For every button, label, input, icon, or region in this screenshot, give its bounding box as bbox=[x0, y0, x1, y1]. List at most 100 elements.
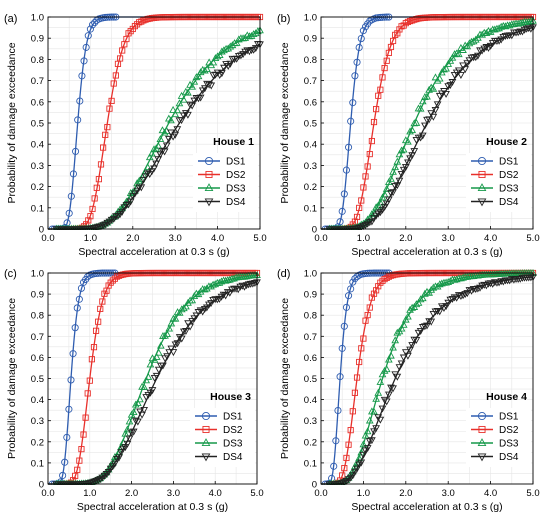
legend-marker-ds1 bbox=[201, 411, 211, 421]
data-point-ds3 bbox=[399, 320, 408, 328]
data-point-ds4 bbox=[399, 354, 408, 362]
data-point-ds4 bbox=[408, 342, 417, 350]
legend-marker-ds2 bbox=[478, 425, 486, 434]
data-point-ds3 bbox=[412, 118, 421, 126]
data-point-ds4 bbox=[380, 203, 389, 211]
data-point-ds1 bbox=[65, 405, 73, 413]
data-point-ds4 bbox=[152, 372, 161, 380]
data-point-ds4 bbox=[431, 106, 440, 114]
data-point-ds1 bbox=[342, 166, 350, 174]
y-tick-label: 0.8 bbox=[304, 311, 317, 322]
data-point-ds4 bbox=[225, 289, 234, 297]
legend-label-ds4: DS4 bbox=[226, 197, 246, 208]
data-point-ds1 bbox=[355, 43, 363, 52]
data-point-ds4 bbox=[421, 122, 429, 130]
data-point-ds4 bbox=[423, 116, 431, 124]
data-point-ds4 bbox=[165, 349, 174, 357]
data-point-ds4 bbox=[111, 213, 120, 221]
data-point-ds2 bbox=[375, 92, 382, 99]
data-point-ds2 bbox=[82, 414, 89, 421]
data-point-ds3 bbox=[393, 328, 402, 336]
data-point-ds3 bbox=[384, 178, 393, 186]
data-point-ds4 bbox=[395, 177, 404, 185]
data-point-ds3 bbox=[128, 188, 137, 196]
data-point-ds4 bbox=[380, 396, 389, 404]
data-point-ds4 bbox=[442, 90, 450, 98]
house-title: House 4 bbox=[486, 391, 527, 403]
data-point-ds4 bbox=[389, 385, 397, 393]
data-point-ds4 bbox=[160, 148, 169, 156]
data-point-ds3 bbox=[192, 73, 201, 81]
data-point-ds4 bbox=[412, 336, 421, 344]
data-point-ds3 bbox=[382, 184, 391, 192]
data-point-ds4 bbox=[171, 131, 180, 139]
data-point-ds4 bbox=[427, 110, 436, 118]
legend-label-ds4: DS4 bbox=[499, 452, 519, 463]
legend-label-ds3: DS3 bbox=[226, 184, 246, 195]
x-tick-label: 2.0 bbox=[399, 233, 412, 244]
data-point-ds4 bbox=[223, 289, 232, 297]
data-point-ds3 bbox=[177, 91, 186, 99]
data-point-ds4 bbox=[522, 25, 531, 33]
data-point-ds2 bbox=[110, 80, 117, 87]
data-point-ds1 bbox=[351, 275, 359, 283]
data-point-ds1 bbox=[69, 350, 77, 358]
data-point-ds3 bbox=[115, 447, 123, 455]
data-point-ds1 bbox=[347, 117, 355, 125]
data-point-ds2 bbox=[398, 23, 405, 30]
data-point-ds3 bbox=[387, 351, 395, 359]
data-point-ds4 bbox=[348, 472, 357, 480]
data-point-ds3 bbox=[179, 95, 188, 103]
data-point-ds1 bbox=[349, 278, 357, 286]
data-point-ds4 bbox=[363, 445, 372, 453]
data-point-ds1 bbox=[86, 25, 94, 33]
data-point-ds4 bbox=[169, 349, 178, 357]
data-point-ds2 bbox=[389, 37, 397, 45]
x-tick-label: 4.0 bbox=[484, 233, 497, 244]
house-title: House 3 bbox=[210, 391, 251, 403]
data-point-ds4 bbox=[213, 296, 222, 304]
data-point-ds4 bbox=[454, 292, 463, 300]
data-point-ds4 bbox=[129, 428, 138, 436]
data-point-ds4 bbox=[226, 60, 235, 68]
data-point-ds3 bbox=[471, 35, 480, 43]
data-point-ds2 bbox=[396, 26, 403, 33]
data-point-ds4 bbox=[104, 469, 113, 477]
data-point-ds1 bbox=[75, 295, 83, 303]
data-point-ds3 bbox=[145, 153, 154, 161]
data-point-ds4 bbox=[190, 315, 199, 323]
y-tick-label: 0.4 bbox=[304, 395, 317, 406]
y-axis-label: Probability of damage exceedance bbox=[279, 298, 291, 459]
data-point-ds3 bbox=[408, 303, 417, 311]
x-tick-label: 5.0 bbox=[526, 488, 539, 499]
y-tick-label: 0.6 bbox=[31, 97, 44, 108]
data-point-ds3 bbox=[121, 429, 130, 437]
x-tick-label: 1.0 bbox=[357, 233, 370, 244]
data-point-ds4 bbox=[507, 32, 516, 40]
data-point-ds4 bbox=[374, 414, 383, 422]
y-tick-label: 0.2 bbox=[31, 437, 44, 448]
legend-marker-ds1 bbox=[477, 411, 487, 421]
y-tick-label: 0.9 bbox=[304, 34, 317, 45]
data-point-ds2 bbox=[131, 23, 139, 30]
data-point-ds4 bbox=[437, 303, 446, 311]
data-point-ds3 bbox=[142, 376, 151, 384]
legend-label-ds3: DS3 bbox=[499, 439, 519, 450]
data-point-ds4 bbox=[382, 200, 391, 208]
data-point-ds4 bbox=[408, 152, 417, 160]
legend-label-ds4: DS4 bbox=[223, 452, 243, 463]
y-tick-label: 0.5 bbox=[31, 374, 44, 385]
y-tick-label: 0.2 bbox=[304, 437, 317, 448]
x-tick-label: 3.0 bbox=[442, 233, 455, 244]
house-title: House 2 bbox=[486, 136, 527, 148]
data-point-ds4 bbox=[90, 478, 98, 485]
data-point-ds4 bbox=[401, 163, 410, 171]
data-point-ds3 bbox=[363, 427, 372, 435]
data-point-ds3 bbox=[234, 35, 243, 43]
data-point-ds3 bbox=[135, 176, 144, 184]
data-point-ds3 bbox=[391, 336, 400, 344]
data-point-ds2 bbox=[118, 271, 125, 279]
data-point-ds4 bbox=[173, 126, 182, 134]
y-tick-label: 0.2 bbox=[304, 182, 317, 193]
